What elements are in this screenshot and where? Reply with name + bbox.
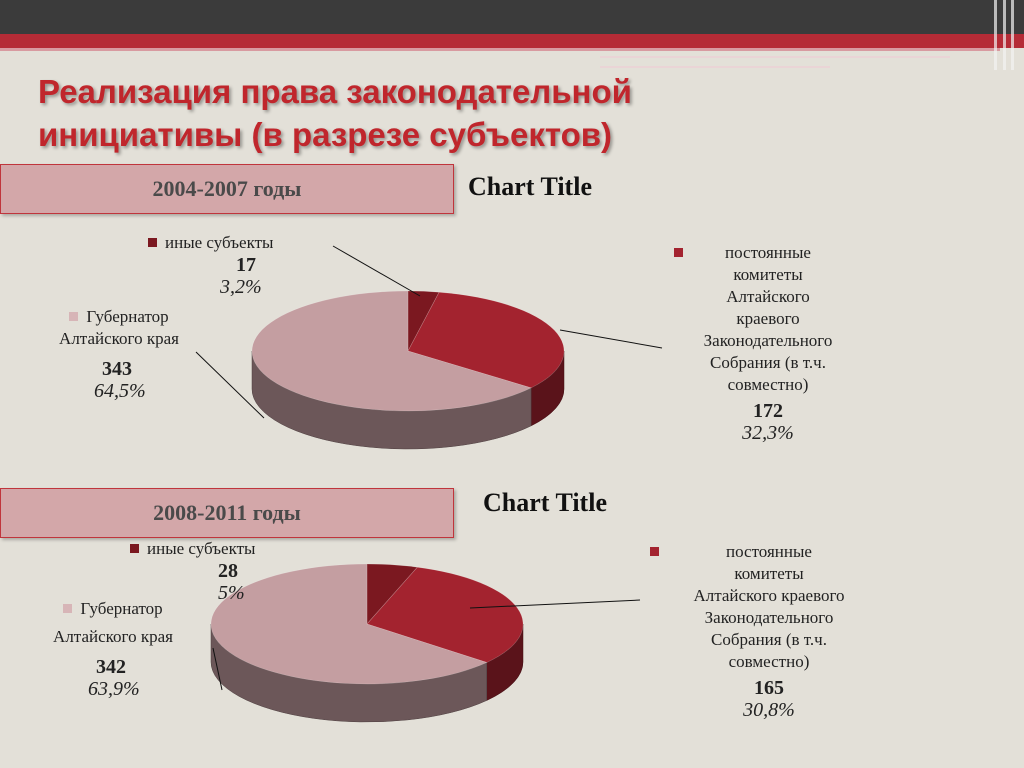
chart-title-1: Chart Title [468, 172, 592, 201]
decor-stripe [600, 56, 950, 58]
slice-percent: 30,8% [743, 699, 795, 721]
legend-marker [63, 604, 73, 613]
slice-percent: 3,2% [220, 276, 262, 298]
slice-name-line: постоянные [725, 243, 811, 262]
slice-name: иные субъекты [147, 539, 256, 558]
legend-marker [650, 547, 659, 556]
slice-name-line: Законодательного [704, 608, 834, 627]
decor-vertical-line [994, 0, 997, 70]
slice-name-line: Собрания (в т.ч. [711, 630, 827, 649]
slice-name-line: Законодательного [703, 331, 833, 350]
slice-name-line: комитеты [734, 564, 804, 583]
pie-slice [366, 566, 524, 663]
leader-line [332, 245, 421, 297]
decor-vertical-line [1003, 0, 1006, 70]
leader-line [212, 647, 223, 691]
slice-value: 343 [102, 358, 132, 380]
slice-percent: 64,5% [94, 380, 146, 402]
label-committees-1: постоянные комитеты Алтайского краевого … [674, 242, 860, 444]
leader-line [195, 351, 265, 419]
label-other-1: иные субъекты 17 3,2% [148, 232, 348, 298]
slice-name-line: краевого [736, 309, 800, 328]
slice-value: 165 [754, 677, 784, 699]
label-other-2: иные субъекты 28 5% [130, 538, 330, 604]
slice-name-line: постоянные [726, 542, 812, 561]
slice-value: 28 [218, 560, 238, 582]
pie-slice [251, 290, 532, 412]
leader-line [559, 329, 663, 349]
slice-percent: 5% [218, 582, 245, 604]
slice-name-line: Алтайского [726, 287, 810, 306]
slice-name-line: Губернатор [86, 307, 169, 326]
period-box-1: 2004-2007 годы [0, 164, 454, 214]
slice-percent: 32,3% [742, 422, 794, 444]
slice-name-line: комитеты [733, 265, 803, 284]
slice-name-line: совместно) [727, 375, 809, 394]
decor-stripe [600, 66, 830, 68]
slice-value: 172 [753, 400, 783, 422]
slice-name-line: Собрания (в т.ч. [710, 353, 826, 372]
leader-lines [195, 245, 663, 691]
slice-name-line: Алтайского края [53, 627, 173, 646]
legend-marker [69, 312, 79, 321]
leader-line [469, 599, 641, 609]
slice-value: 17 [236, 254, 256, 276]
period-box-2: 2008-2011 годы [0, 488, 454, 538]
label-committees-2: постоянные комитеты Алтайского краевого … [650, 541, 874, 721]
pie-chart-2 [210, 563, 524, 723]
slice-name-line: Губернатор [80, 599, 163, 618]
pie-slice [210, 563, 488, 685]
pie-slice [366, 563, 418, 625]
top-dark-bar [0, 0, 1024, 34]
legend-marker [148, 238, 157, 247]
label-governor-2: Губернатор Алтайского края 342 63,9% [8, 598, 218, 700]
slice-name-line: Алтайского края [59, 329, 179, 348]
legend-marker [674, 248, 683, 257]
chart-title-2: Chart Title [483, 488, 607, 517]
slice-name: иные субъекты [165, 233, 274, 252]
top-red-bar [0, 34, 1024, 48]
slice-name-line: Алтайского краевого [693, 586, 845, 605]
slice-percent: 63,9% [88, 678, 140, 700]
pie-slice [407, 290, 440, 352]
pie-slice [407, 291, 565, 389]
legend-marker [130, 544, 139, 553]
decor-stripe [0, 48, 1000, 51]
decor-vertical-line [1011, 0, 1014, 70]
label-governor-1: Губернатор Алтайского края 343 64,5% [14, 306, 224, 402]
slice-value: 342 [96, 656, 126, 678]
pie-chart-1 [251, 290, 565, 450]
slice-name-line: совместно) [728, 652, 810, 671]
slide-title: Реализация права законодательной инициат… [38, 73, 632, 153]
